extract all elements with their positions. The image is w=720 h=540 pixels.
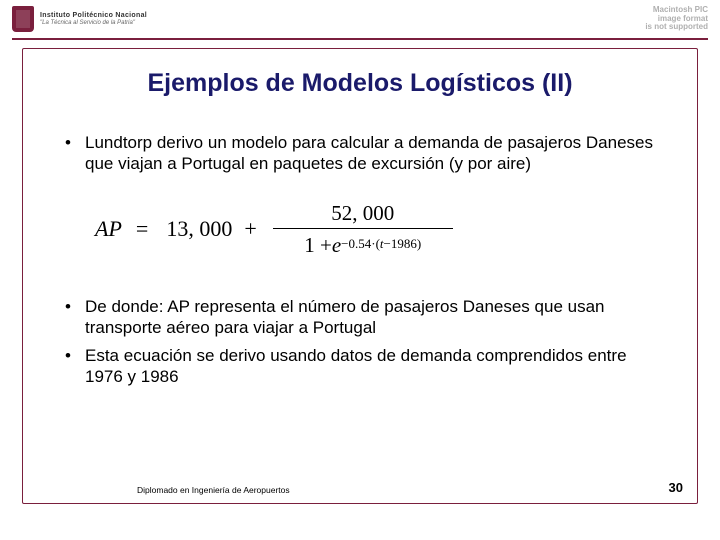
content-frame: Ejemplos de Modelos Logísticos (II) Lund… — [22, 48, 698, 504]
institution-text: Instituto Politécnico Nacional "La Técni… — [40, 12, 147, 26]
slide-header: Instituto Politécnico Nacional "La Técni… — [0, 0, 720, 38]
eq-den-prefix: 1 + — [304, 233, 332, 258]
eq-fraction: 52, 000 1 + e −0.54·(t−1986) — [273, 201, 453, 259]
missing-image-placeholder: Macintosh PIC image format is not suppor… — [645, 6, 708, 32]
header-rule — [12, 38, 708, 40]
eq-lhs: AP — [95, 216, 122, 242]
bullet-item: De donde: AP representa el número de pas… — [61, 296, 669, 339]
eq-denominator: 1 + e −0.54·(t−1986) — [296, 229, 429, 258]
eq-plus: + — [244, 216, 256, 242]
institution-logo-block: Instituto Politécnico Nacional "La Técni… — [12, 6, 147, 32]
eq-equals: = — [136, 216, 148, 242]
institution-motto: "La Técnica al Servicio de la Patria" — [40, 20, 147, 27]
institution-name: Instituto Politécnico Nacional — [40, 12, 147, 20]
bullet-list-top: Lundtorp derivo un modelo para calcular … — [51, 132, 669, 175]
eq-constant-a: 13, 000 — [166, 216, 232, 242]
bullet-item: Lundtorp derivo un modelo para calcular … — [61, 132, 669, 175]
placeholder-line: is not supported — [645, 23, 708, 32]
eq-e: e — [332, 233, 341, 258]
slide-title: Ejemplos de Modelos Logísticos (II) — [51, 69, 669, 98]
eq-exponent: −0.54·(t−1986) — [341, 236, 421, 252]
bullet-list-bottom: De donde: AP representa el número de pas… — [51, 296, 669, 387]
page-number: 30 — [669, 480, 683, 495]
logistic-equation: AP = 13, 000 + 52, 000 1 + e −0.54·(t−19… — [95, 201, 669, 259]
ipn-shield-icon — [12, 6, 34, 32]
bullet-item: Esta ecuación se derivo usando datos de … — [61, 345, 669, 388]
slide-footer: Diplomado en Ingeniería de Aeropuertos 3… — [23, 480, 697, 495]
eq-numerator: 52, 000 — [323, 201, 402, 228]
footer-course-name: Diplomado en Ingeniería de Aeropuertos — [137, 485, 290, 495]
